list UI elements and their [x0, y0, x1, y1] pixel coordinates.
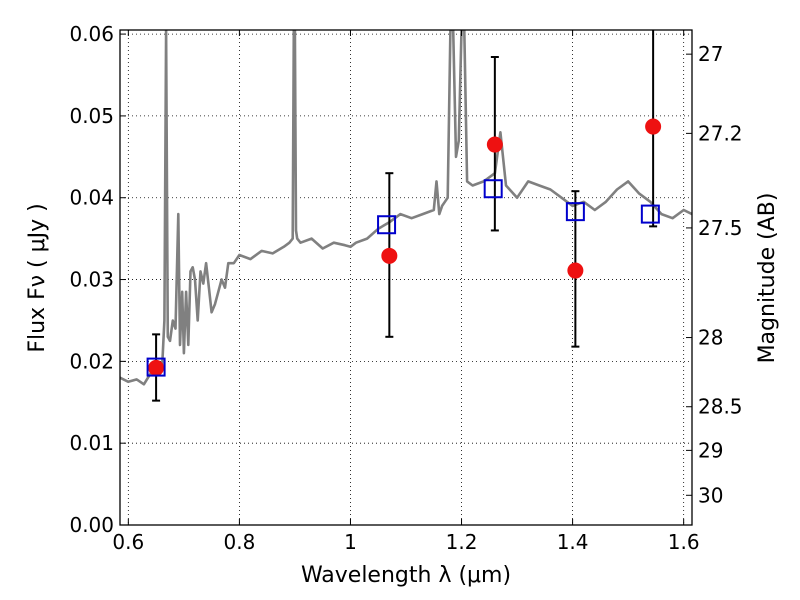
y-axis-title: Flux Fν ( μJy )	[25, 203, 50, 352]
observed-point	[381, 247, 398, 264]
observed-point	[645, 118, 662, 135]
observed-point	[486, 136, 503, 153]
y2-axis-title: Magnitude (AB)	[755, 193, 780, 364]
y2-tick-label: 27.2	[698, 121, 743, 145]
x-tick-label: 1	[344, 530, 357, 554]
y2-tick-label: 28.5	[698, 395, 743, 419]
y-tick-label: 0.01	[69, 431, 114, 455]
y-tick-label: 0.02	[69, 349, 114, 373]
x-tick-label: 1.6	[668, 530, 700, 554]
axis-ticks: 0.6 0.8 1 1.2 1.4 1.6 0.00 0.01 0.02 0.03 0.04 0.05…	[69, 22, 742, 554]
plot-area	[120, 30, 692, 402]
y2-tick-label: 27	[698, 42, 723, 66]
y-tick-label: 0.03	[69, 268, 114, 292]
y-tick-label: 0.00	[69, 513, 114, 537]
y-tick-label: 0.04	[69, 186, 114, 210]
model-photometry-point	[146, 357, 166, 377]
x-tick-label: 0.6	[112, 530, 144, 554]
spectrum-line	[120, 30, 692, 386]
y2-tick-label: 27.5	[698, 216, 743, 240]
y2-tick-label: 28	[698, 326, 723, 350]
axes-frame	[119, 29, 693, 526]
x-axis-title: Wavelength λ (μm)	[301, 563, 511, 588]
model-photometry-point	[565, 202, 585, 222]
model-photometry-point	[377, 215, 397, 235]
observed-point	[567, 262, 584, 279]
x-tick-label: 1.4	[557, 530, 589, 554]
y-tick-label: 0.06	[69, 22, 114, 46]
y2-tick-label: 30	[698, 483, 723, 507]
model-photometry-point	[640, 204, 660, 224]
y2-tick-label: 29	[698, 438, 723, 462]
model-photometry-point	[483, 179, 503, 199]
observed-point	[148, 359, 165, 376]
grid	[120, 30, 692, 526]
x-tick-label: 1.2	[446, 530, 478, 554]
x-tick-label: 0.8	[223, 530, 255, 554]
y-tick-label: 0.05	[69, 104, 114, 128]
